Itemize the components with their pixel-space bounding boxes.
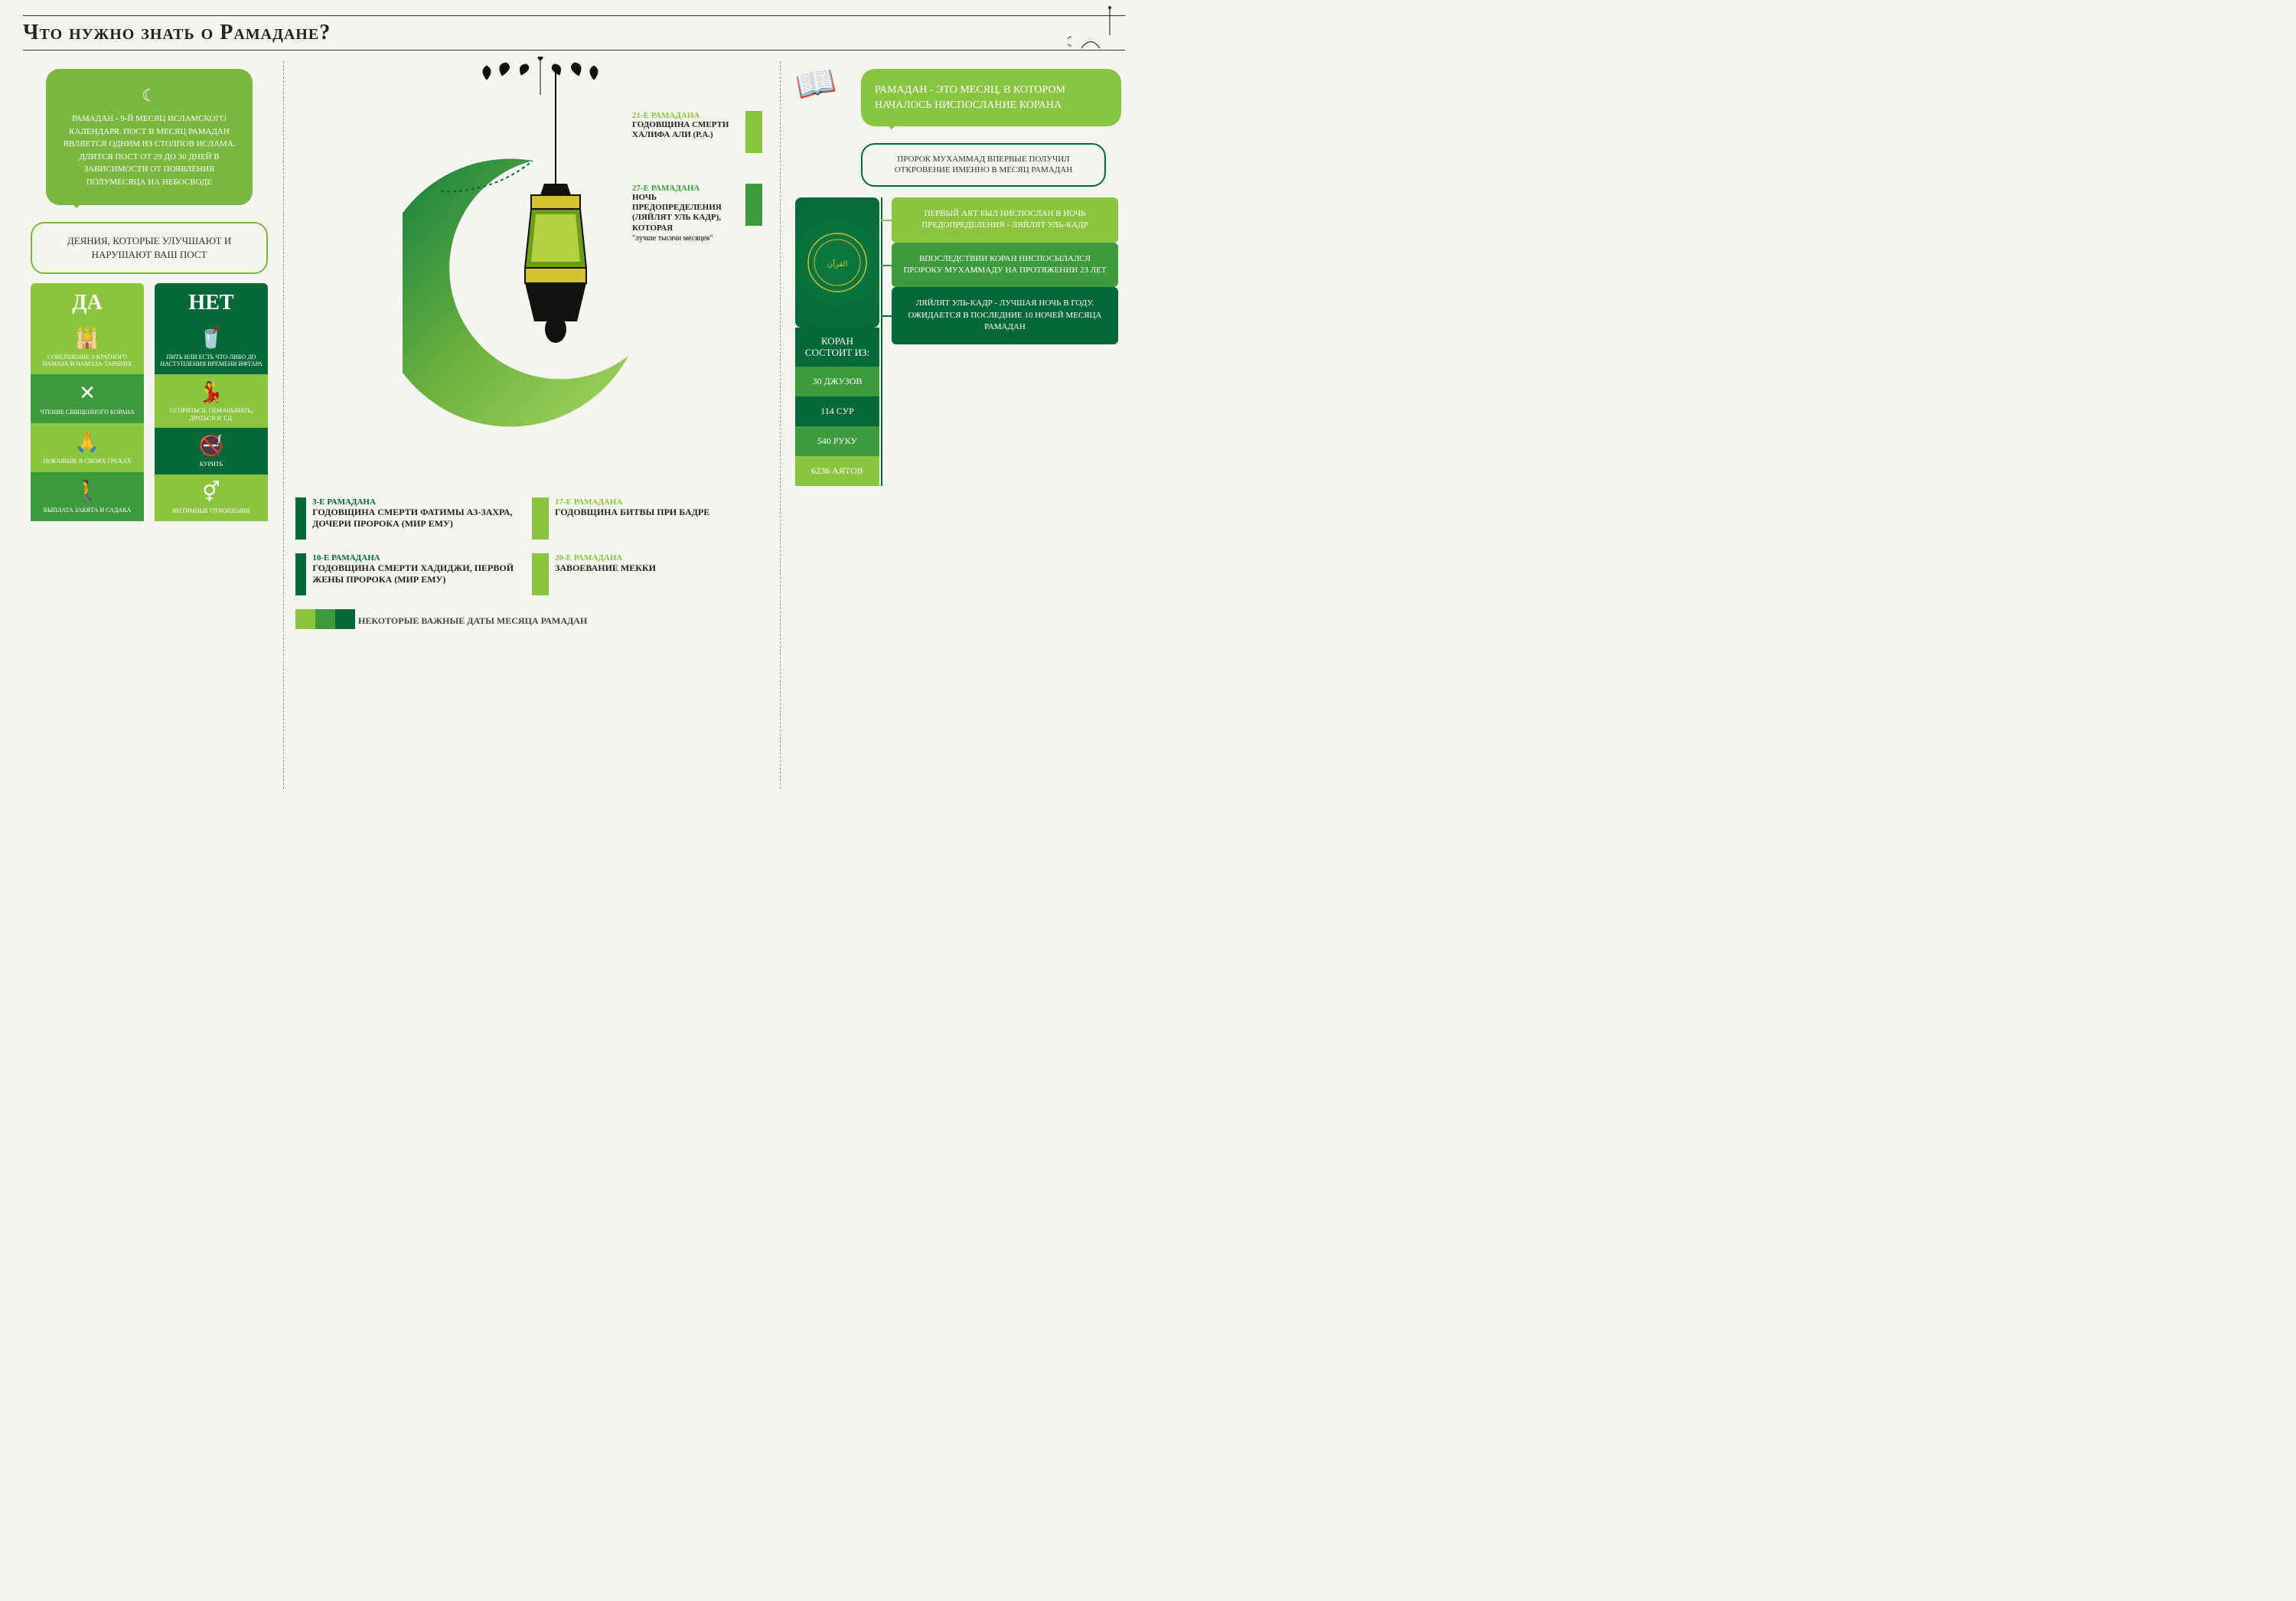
header-bar: Что нужно знать о Рамадане?: [23, 15, 1125, 51]
legend-text: Некоторые важные даты месяца Рамадан: [358, 615, 587, 627]
svg-text:القرآن: القرآن: [827, 259, 848, 269]
date-callout: 21-е Рамадана Годовщина смерти Халифа Ал…: [632, 111, 768, 153]
connector-icon: [881, 315, 892, 317]
deed-text: Покаяние в своих грехах: [43, 458, 131, 465]
deed-icon: 🙏: [75, 430, 99, 454]
date-callout: 27-е Рамадана Ночь Предопределения (Ляйл…: [632, 184, 768, 243]
date-marker: [745, 111, 762, 153]
date-text: Ночь Предопределения (Ляйлят уль Кадр), …: [632, 193, 722, 233]
deed-text: Курить: [200, 461, 223, 468]
intro-bubble: ☾ Рамадан - 9-й месяц исламского календа…: [46, 69, 253, 205]
prophet-revelation-bubble: Пророк Мухаммад впервые получил откровен…: [861, 143, 1106, 187]
mosque-icon: [1068, 6, 1121, 52]
deed-icon: ✕: [79, 381, 96, 405]
date-label: 17-е Рамадана: [555, 497, 709, 507]
date-text: Завоевание Мекки: [555, 562, 656, 573]
quran-seal-icon: القرآن: [795, 197, 879, 328]
quran-stat: 30 джузов: [795, 367, 879, 396]
no-header: НЕТ: [155, 283, 268, 320]
center-column: 21-е Рамадана Годовщина смерти Халифа Ал…: [283, 61, 781, 789]
quran-stat: 540 руку: [795, 426, 879, 456]
deed-icon: 🚶: [75, 479, 99, 503]
deed-item: ✕ Чтение Священного Корана: [31, 374, 144, 423]
date-marker: [745, 184, 762, 226]
connector-icon: [881, 220, 892, 221]
yes-items: 🕌 Совершение 5-кратного намаза и намаза-т…: [31, 320, 144, 520]
deed-text: Выплата закята и садака: [44, 507, 131, 514]
deeds-subtitle: Деяния, которые улучшают и нарушают ваш …: [31, 222, 268, 274]
deed-item: 🙏 Покаяние в своих грехах: [31, 423, 144, 472]
date-marker: [295, 497, 306, 540]
connector-icon: [881, 265, 892, 266]
legend-swatch: [295, 609, 315, 629]
right-lower-row: القرآن Коран состоит из: 30 джузов114 су…: [792, 197, 1129, 486]
fact-box: Ляйлят уль-Кадр - лучшая ночь в году. Ож…: [892, 287, 1118, 344]
quran-stat: 6236 аятов: [795, 456, 879, 486]
date-text: Годовщина смерти Халифа Али (р.а.): [632, 120, 729, 139]
deed-text: Совершение 5-кратного намаза и намаза-та…: [35, 354, 139, 368]
deed-text: Интимные отношения: [172, 507, 249, 515]
date-text: Годовщина битвы при Бадре: [555, 507, 709, 517]
legend-swatch: [335, 609, 355, 629]
date-marker: [532, 497, 549, 540]
intro-text: Рамадан - 9-й месяц исламского календаря…: [63, 114, 235, 187]
deed-item: 🚭 Курить: [155, 428, 268, 474]
lantern-icon: [510, 69, 602, 390]
date-callout: 20-е Рамадана Завоевание Мекки: [532, 553, 768, 595]
quran-structure-column: القرآن Коран состоит из: 30 джузов114 су…: [795, 197, 879, 486]
yes-header: ДА: [31, 283, 144, 320]
no-items: 🥤 Пить или есть что-либо до наступления в…: [155, 320, 268, 520]
deed-item: 🕌 Совершение 5-кратного намаза и намаза-т…: [31, 320, 144, 373]
crescent-small-icon: ☾: [61, 83, 237, 108]
left-column: ☾ Рамадан - 9-й месяц исламского календа…: [23, 61, 276, 789]
deed-text: Ссориться, обманывать, драться и т.д.: [159, 407, 263, 422]
deed-icon: ⚥: [202, 481, 220, 504]
date-callout: 3-е Рамадана Годовщина смерти Фатимы аз-…: [295, 497, 532, 540]
no-column: НЕТ 🥤 Пить или есть что-либо до наступлен…: [155, 283, 268, 520]
date-label: 27-е Рамадана: [632, 184, 700, 193]
fact-box: Впоследствии Коран ниспосылался Пророку …: [892, 243, 1118, 288]
fact-box: Первый аят был ниспослан в ночь предопре…: [892, 197, 1118, 243]
date-label: 21-е Рамадана: [632, 111, 700, 120]
date-label: 10-е Рамадана: [312, 553, 532, 562]
deed-item: 🚶 Выплата закята и садака: [31, 472, 144, 521]
yes-column: ДА 🕌 Совершение 5-кратного намаза и намаз…: [31, 283, 144, 520]
deed-item: ⚥ Интимные отношения: [155, 474, 268, 521]
date-note: "лучше тысячи месяцев": [632, 234, 713, 243]
deed-item: 🥤 Пить или есть что-либо до наступления в…: [155, 320, 268, 373]
yes-no-columns: ДА 🕌 Совершение 5-кратного намаза и намаз…: [23, 283, 276, 520]
legend-swatch: [315, 609, 335, 629]
date-label: 20-е Рамадана: [555, 553, 656, 562]
legend: Некоторые важные даты месяца Рамадан: [295, 609, 768, 632]
connector-line: [881, 197, 882, 486]
date-label: 3-е Рамадана: [312, 497, 532, 507]
deed-text: Пить или есть что-либо до наступления вр…: [159, 354, 263, 368]
quran-consists-label: Коран состоит из:: [795, 328, 879, 367]
date-callout: 17-е Рамадана Годовщина битвы при Бадре: [532, 497, 768, 540]
date-marker: [532, 553, 549, 595]
date-text: Годовщина смерти Фатимы аз-Захра, дочери…: [312, 507, 512, 529]
deed-icon: 💃: [199, 380, 223, 404]
deed-icon: 🕌: [75, 326, 99, 350]
page-title: Что нужно знать о Рамадане?: [23, 21, 1125, 45]
bottom-dates: 3-е Рамадана Годовщина смерти Фатимы аз-…: [295, 497, 768, 632]
date-text: Годовщина смерти Хадиджи, первой жены Пр…: [312, 562, 514, 585]
deed-icon: 🚭: [199, 434, 223, 458]
deed-icon: 🥤: [199, 326, 223, 350]
deed-item: 💃 Ссориться, обманывать, драться и т.д.: [155, 374, 268, 428]
deed-text: Чтение Священного Корана: [40, 409, 134, 416]
lantern-crescent-area: 21-е Рамадана Годовщина смерти Халифа Ал…: [295, 61, 768, 490]
quran-stat: 114 сур: [795, 396, 879, 426]
quran-month-bubble: Рамадан - это месяц, в котором началось …: [861, 69, 1121, 126]
date-callout: 10-е Рамадана Годовщина смерти Хадиджи, …: [295, 553, 532, 595]
facts-column: Первый аят был ниспослан в ночь предопре…: [892, 197, 1118, 486]
right-column: Рамадан - это месяц, в котором началось …: [792, 61, 1129, 789]
date-marker: [295, 553, 306, 595]
